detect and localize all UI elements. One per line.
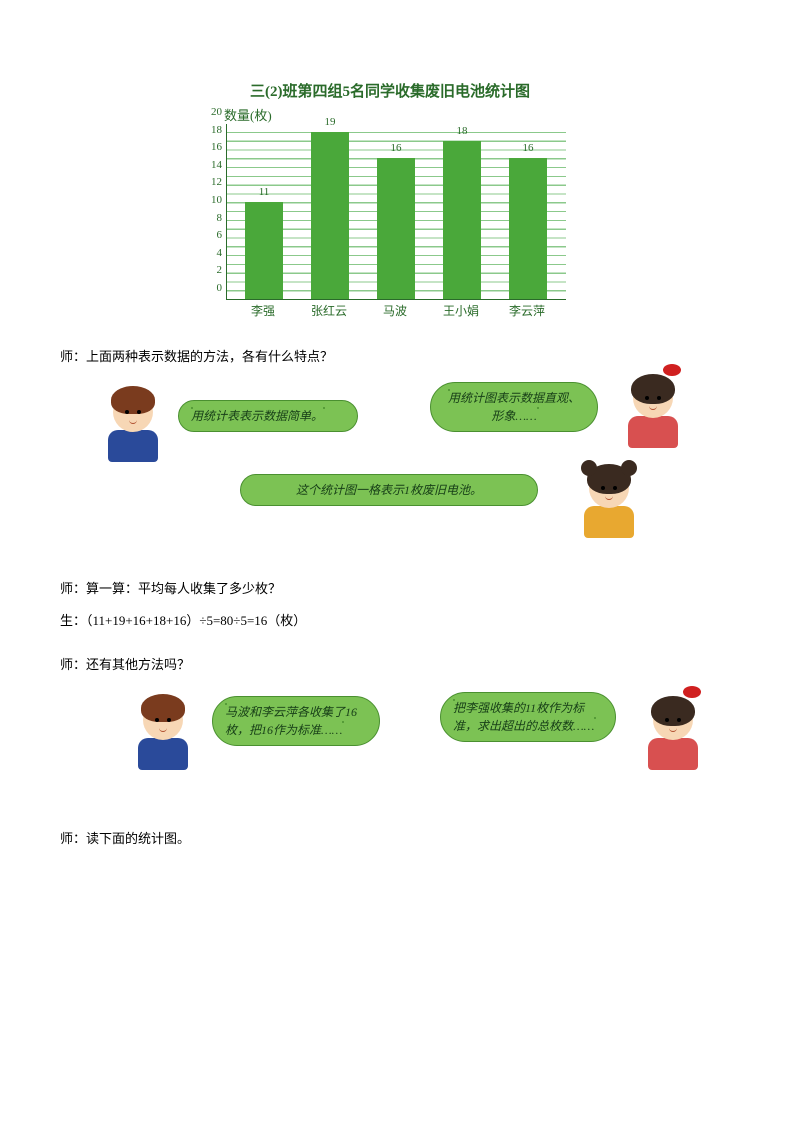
bar-value: 19 [311,116,349,128]
boy-avatar [100,392,166,470]
y-tick: 2 [217,264,223,276]
x-label: 李强 [238,302,288,319]
bar-value: 16 [377,142,415,154]
bar: 19 [311,132,349,299]
bar: 11 [245,202,283,299]
bar: 16 [509,158,547,299]
speech-bubble-boy-2: 马波和李云萍各收集了16枚，把16作为标准…… [212,696,380,746]
y-axis-label: 数量(枚) [224,105,734,124]
chart-title: 三(2)班第四组5名同学收集废旧电池统计图 [200,80,580,101]
dialogue-1: 用统计表表示数据简单。 用统计图表示数据直观、形象…… 这个统计图一格表示1枚废… [100,378,734,548]
dialogue-2: 马波和李云萍各收集了16枚，把16作为标准…… 把李强收集的11枚作为标准，求出… [100,686,734,806]
bar: 18 [443,141,481,299]
x-label: 王小娟 [436,302,486,319]
x-label: 李云萍 [502,302,552,319]
chart-area: 02468101214161820 1119161816 李强张红云马波王小娟李… [200,124,580,324]
teacher-line-2: 师：算一算：平均每人收集了多少枚？ [60,578,734,600]
y-tick: 4 [217,247,223,259]
y-tick: 20 [211,106,222,118]
y-tick: 18 [211,124,222,136]
girl-buns-avatar [576,468,642,546]
girl-red-avatar [620,378,686,456]
y-tick: 0 [217,282,223,294]
speech-bubble-girl-2: 把李强收集的11枚作为标准，求出超出的总枚数…… [440,692,616,742]
plot-area: 1119161816 [226,124,566,300]
y-tick: 8 [217,212,223,224]
bar-value: 11 [245,186,283,198]
y-tick: 10 [211,194,222,206]
x-label: 张红云 [304,302,354,319]
x-label: 马波 [370,302,420,319]
x-axis-labels: 李强张红云马波王小娟李云萍 [226,302,566,322]
speech-bubble-boy: 用统计表表示数据简单。 [178,400,358,432]
teacher-line-3: 师：还有其他方法吗？ [60,654,734,676]
speech-bubble-girl-red: 用统计图表示数据直观、形象…… [430,382,598,432]
y-axis: 02468101214161820 [200,124,226,300]
student-line: 生：（11+19+16+18+16）÷5=80÷5=16（枚） [60,610,734,632]
y-tick: 12 [211,176,222,188]
boy-avatar-2 [130,700,196,778]
bar: 16 [377,158,415,299]
girl-avatar-2 [640,700,706,778]
bar-chart: 三(2)班第四组5名同学收集废旧电池统计图 数量(枚) 0 2 4 6 8 10 12 14 1… [200,80,734,324]
bar-value: 18 [443,125,481,137]
bar-value: 16 [509,142,547,154]
y-tick: 14 [211,159,222,171]
teacher-line-1: 师：上面两种表示数据的方法，各有什么特点？ [60,346,734,368]
y-tick: 6 [217,229,223,241]
teacher-line-4: 师：读下面的统计图。 [60,828,734,850]
speech-bubble-girl-buns: 这个统计图一格表示1枚废旧电池。 [240,474,538,506]
y-tick: 16 [211,141,222,153]
